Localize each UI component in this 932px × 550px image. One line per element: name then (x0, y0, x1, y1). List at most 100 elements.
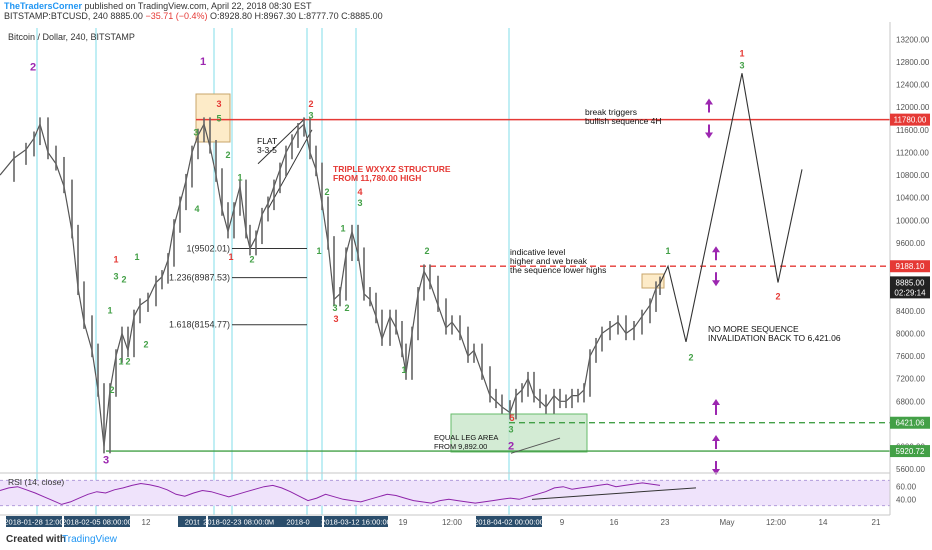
time-tick-label: 21 (872, 518, 881, 527)
annotation-equal-leg: EQUAL LEG AREA (434, 433, 498, 442)
arrow-up-icon (705, 98, 713, 105)
wave-label: 3 (193, 127, 198, 137)
published-text: published on TradingView.com, April 22, … (84, 1, 312, 11)
price-tick-label: 10800.00 (896, 171, 930, 180)
annotation-triple-structure: TRIPLE WXYXZ STRUCTURE (333, 164, 451, 174)
chart-background (0, 22, 932, 529)
wave-label: 5 (216, 113, 221, 123)
time-tick-label: 9 (560, 518, 565, 527)
arrow-up-icon (712, 435, 720, 442)
wave-label: 2 (775, 291, 780, 301)
time-highlight-badge (268, 516, 274, 527)
time-highlight-badge (64, 516, 130, 527)
wave-label: 3 (333, 314, 338, 324)
price-tick-label: 12800.00 (896, 58, 930, 67)
equal-leg-box (450, 413, 588, 453)
current-price-text: 8885.00 (896, 278, 925, 287)
current-price-badge (890, 276, 930, 299)
wave-label: 3 (739, 61, 744, 71)
price-level-badge (890, 113, 930, 126)
price-tick-label: 10000.00 (896, 216, 930, 225)
time-highlight-badge (476, 516, 542, 527)
time-highlight-label: 2018-02-05 08:00:00 (62, 518, 132, 527)
wave-label: 3 (357, 198, 362, 208)
rsi-tick-label: 40.00 (896, 495, 917, 504)
footer: Created with TradingView (0, 529, 932, 550)
time-tick-label: 12 (142, 518, 151, 527)
wave-label: 1 (134, 252, 139, 262)
time-highlight-label: 2018-04-02 00:00:00 (474, 518, 544, 527)
time-highlight-label: 2018-0 (286, 518, 309, 527)
ohlc-values: O:8928.80 H:8967.30 L:8777.70 C:8885.00 (210, 11, 383, 21)
wave-box (195, 93, 231, 143)
wave-label: 1 (316, 246, 321, 256)
wave-label: 3 (332, 303, 337, 313)
price-tick-label: 13200.00 (896, 35, 930, 44)
annotation-triple-structure: FROM 11,780.00 HIGH (333, 173, 421, 183)
price-chart[interactable]: 1(9502.01) 1.236(8987.53) 1.618(8154.77) 2… (0, 0, 932, 529)
price-tick-label: 7600.00 (896, 352, 925, 361)
annotation-flat: FLAT (257, 136, 277, 146)
wave-label: 2 (344, 303, 349, 313)
price-tick-label: 8400.00 (896, 307, 925, 316)
time-tick-label: 19 (399, 518, 408, 527)
wave-label: 1 (739, 48, 744, 58)
countdown-text: 02:29:14 (894, 288, 926, 297)
wave-label: 1 (113, 255, 118, 265)
publish-line: TheTradersCorner published on TradingVie… (4, 1, 312, 11)
projection-line (659, 73, 803, 343)
time-tick-label: 16 (610, 518, 619, 527)
wave-label: 1 (228, 252, 233, 262)
price-level-badge (890, 445, 930, 458)
rsi-band (0, 480, 890, 506)
last-price: 8885.00 (110, 11, 143, 21)
arrow-down-icon (712, 469, 720, 476)
wave-label: 3 (216, 99, 221, 109)
time-tick-label: 14 (819, 518, 828, 527)
chart-title: Bitcoin / Dollar, 240, BITSTAMP (8, 32, 135, 42)
price-level-badge-text: 5920.72 (896, 447, 925, 456)
flat-channel-line (257, 118, 306, 165)
time-highlight-badge (208, 516, 268, 527)
time-highlight-label: 2018-03-12 16:00:00 (321, 518, 391, 527)
time-tick-label: May (719, 518, 734, 527)
author-link[interactable]: TheTradersCorner (4, 1, 83, 11)
price-level-badge-text: 6421.06 (896, 419, 925, 428)
price-level-badge-text: 11780.00 (894, 116, 927, 125)
rsi-trend-line (531, 487, 697, 500)
symbol-line: BITSTAMP:BTCUSD, 240 8885.00 −35.71 (−0.… (4, 11, 383, 21)
wave-label: 2 (688, 353, 693, 363)
wave-label: 2 (424, 246, 429, 256)
wave-label: 1 (665, 246, 670, 256)
wave-label: 2 (324, 187, 329, 197)
time-highlight-badge (324, 516, 388, 527)
time-highlight-label: M (268, 518, 274, 527)
wave-label: 2 (143, 340, 148, 350)
rsi-tick-label: 60.00 (896, 483, 917, 492)
wave-label: 1 (401, 365, 406, 375)
time-highlight-label: 2018-01-28 12:00 (4, 518, 63, 527)
price-tick-label: 12000.00 (896, 103, 930, 112)
annotation-invalidation: INVALIDATION BACK TO 6,421.06 (708, 333, 841, 343)
fib-level-label: 1(9502.01) (186, 243, 230, 253)
trend-line (510, 437, 561, 454)
annotation-flat: 3-3-5 (257, 145, 277, 155)
annotation-break: break triggers (585, 107, 637, 117)
price-tick-label: 11600.00 (896, 126, 929, 135)
annotation-indicative: indicative level (510, 247, 565, 257)
publish-header: TheTradersCorner published on TradingVie… (0, 0, 932, 22)
time-highlight-label: 201t (185, 518, 201, 527)
price-tick-label: 7200.00 (896, 375, 925, 384)
time-tick-label: 23 (661, 518, 670, 527)
wave-label: 3 (308, 110, 313, 120)
wave-label: 1 (118, 357, 123, 367)
wave-label: 3 (113, 272, 118, 282)
price-level-badge (890, 416, 930, 429)
price-series-line (0, 122, 661, 447)
rsi-line (0, 482, 661, 505)
arrow-down-icon (712, 280, 720, 287)
price-level-badge-text: 9188.10 (896, 262, 925, 271)
annotation-indicative: higher and we break (510, 256, 588, 266)
arrow-up-icon (712, 246, 720, 253)
tradingview-logo[interactable]: TradingView (62, 534, 118, 545)
